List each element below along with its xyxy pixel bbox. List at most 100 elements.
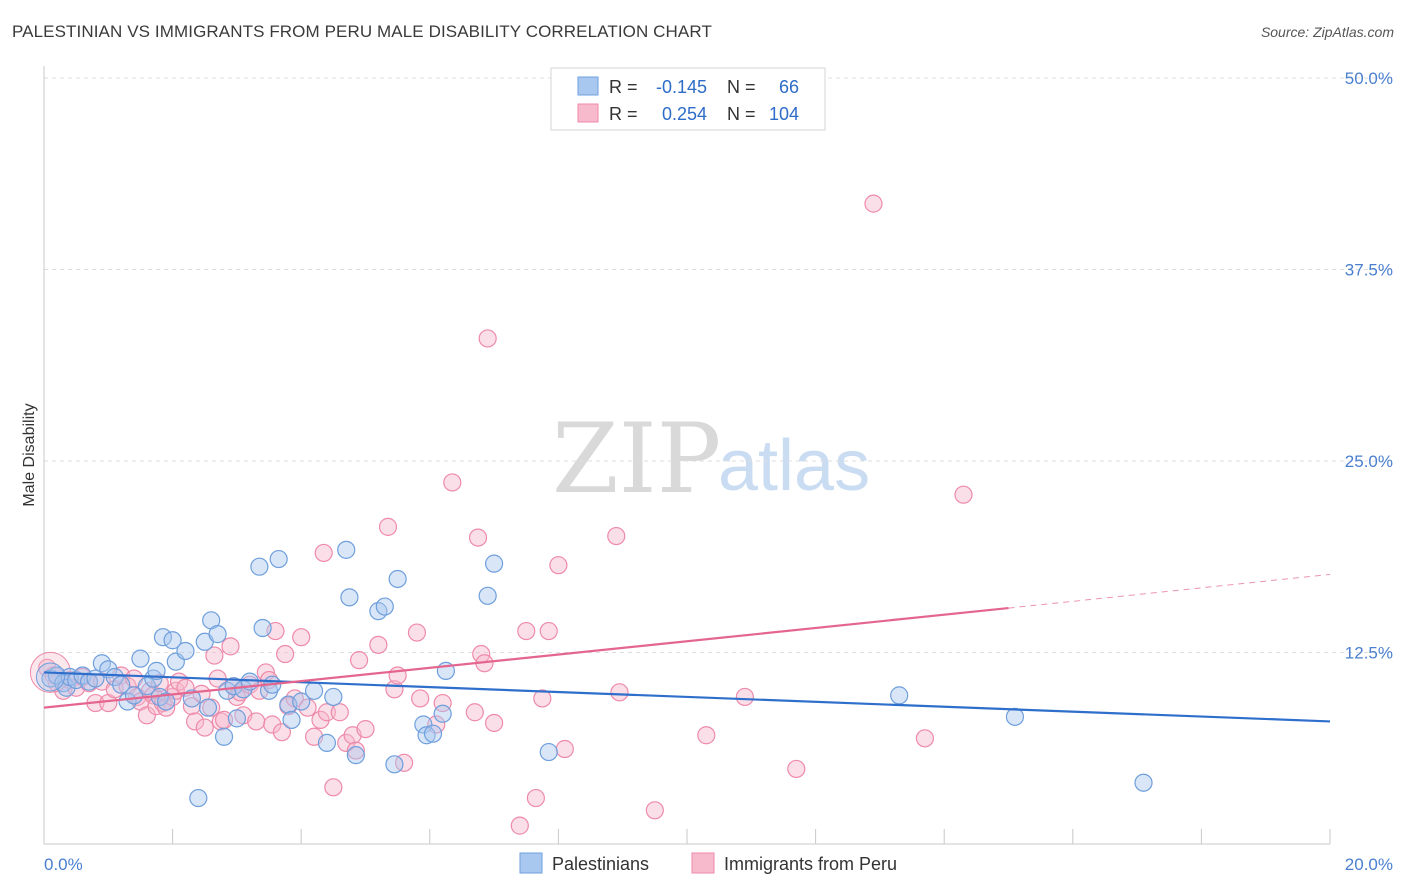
data-point-peru <box>369 635 388 654</box>
data-point-peru <box>526 788 545 808</box>
data-point-palestinians <box>433 704 452 723</box>
data-point-palestinians <box>176 641 195 661</box>
data-point-palestinians <box>250 557 269 576</box>
data-point-palestinians <box>253 618 272 638</box>
data-point-palestinians <box>324 687 343 707</box>
data-point-palestinians <box>340 588 359 607</box>
grid-lines <box>44 77 1393 653</box>
data-point-peru <box>433 693 452 713</box>
axes <box>43 66 1331 845</box>
data-point-peru <box>346 741 365 760</box>
data-point-palestinians <box>417 726 436 745</box>
data-point-palestinians <box>218 681 237 700</box>
legend-series: Palestinians Immigrants from Peru <box>519 852 897 874</box>
data-point-palestinians <box>147 661 166 680</box>
data-point-peru <box>349 651 369 670</box>
source-credit: Source: ZipAtlas.com <box>1260 24 1394 40</box>
data-point-cluster <box>35 662 65 692</box>
data-point-peru <box>195 718 214 737</box>
data-point-peru <box>314 543 333 563</box>
data-point-peru <box>378 517 398 536</box>
chart-title: PALESTINIAN VS IMMIGRANTS FROM PERU MALE… <box>12 22 712 41</box>
data-point-peru <box>510 816 529 835</box>
y-tick-label-25: 25.0% <box>1345 452 1393 471</box>
data-point-palestinians <box>282 710 301 730</box>
y-tick-label-37-5: 37.5% <box>1345 261 1393 280</box>
x-tick-label-max: 20.0% <box>1345 855 1393 874</box>
data-point-peru <box>468 528 488 547</box>
data-point-palestinians <box>890 686 909 705</box>
data-point-peru <box>735 687 754 707</box>
legend-n-value-2: 104 <box>769 104 799 124</box>
x-tick-label-min: 0.0% <box>44 855 83 874</box>
data-point-peru <box>645 801 664 820</box>
legend-swatch-peru <box>691 852 715 874</box>
y-tick-label-12-5: 12.5% <box>1345 644 1393 663</box>
data-point-peru <box>549 556 568 575</box>
data-point-peru <box>533 689 552 708</box>
data-point-palestinians <box>189 788 208 808</box>
data-point-palestinians <box>131 649 150 668</box>
data-point-palestinians <box>269 549 288 569</box>
legend-swatch-blue <box>577 76 599 96</box>
data-point-peru <box>186 712 205 731</box>
legend-correlation: R = -0.145 N = 66 R = 0.254 N = 104 <box>550 67 826 131</box>
data-point-palestinians <box>346 746 365 765</box>
legend-r-value-1: -0.145 <box>656 77 707 97</box>
legend-r-value-2: 0.254 <box>662 104 707 124</box>
legend-n-value-1: 66 <box>779 77 799 97</box>
legend-r-label-1: R = <box>609 77 638 97</box>
data-point-peru <box>607 526 626 546</box>
data-point-peru <box>517 621 536 641</box>
data-point-palestinians <box>388 569 407 589</box>
data-point-peru <box>954 485 973 504</box>
data-point-palestinians <box>375 597 394 616</box>
data-point-peru <box>411 689 430 708</box>
data-point-peru <box>697 726 716 745</box>
data-point-peru <box>324 778 343 797</box>
legend-swatch-palestinians <box>519 852 543 874</box>
trend-line-peru <box>43 606 1009 709</box>
data-point-palestinians <box>539 742 558 762</box>
data-point-peru <box>356 719 375 739</box>
data-point-peru <box>182 697 201 716</box>
data-point-palestinians <box>485 554 504 573</box>
data-point-palestinians <box>337 540 356 559</box>
data-point-peru <box>330 703 349 722</box>
data-point-peru <box>263 715 282 734</box>
data-point-peru <box>292 628 311 647</box>
data-point-palestinians <box>478 586 497 605</box>
data-point-palestinians <box>292 692 311 711</box>
data-point-peru <box>221 637 240 656</box>
data-point-peru <box>864 194 883 213</box>
data-point-palestinians <box>1134 773 1153 792</box>
data-point-palestinians <box>163 631 182 650</box>
data-point-palestinians <box>208 625 227 644</box>
data-point-peru <box>317 703 337 722</box>
legend-label-palestinians: Palestinians <box>552 854 649 874</box>
data-point-peru <box>407 623 427 642</box>
data-point-palestinians <box>423 724 443 743</box>
data-point-palestinians <box>304 681 324 700</box>
data-point-palestinians <box>414 715 433 734</box>
data-point-peru <box>555 739 574 759</box>
data-point-palestinians <box>157 692 176 711</box>
watermark-atlas: atlas <box>718 426 870 506</box>
data-point-palestinians <box>57 678 76 697</box>
data-point-peru <box>787 759 806 779</box>
data-point-peru <box>276 644 295 664</box>
data-point-peru <box>915 729 935 748</box>
data-point-peru <box>157 698 176 717</box>
trend-line-peru-extrapolated <box>1008 573 1331 609</box>
series-peru-points <box>29 194 973 835</box>
series-palestinians-points <box>35 540 1153 808</box>
legend-label-peru: Immigrants from Peru <box>724 854 897 874</box>
trend-line-palestinians <box>43 671 1331 723</box>
data-point-peru <box>465 703 484 722</box>
data-point-peru <box>443 473 462 492</box>
data-point-peru <box>610 683 629 702</box>
legend-n-label-1: N = <box>727 77 756 97</box>
data-point-palestinians <box>198 698 218 717</box>
data-point-peru <box>247 712 266 731</box>
